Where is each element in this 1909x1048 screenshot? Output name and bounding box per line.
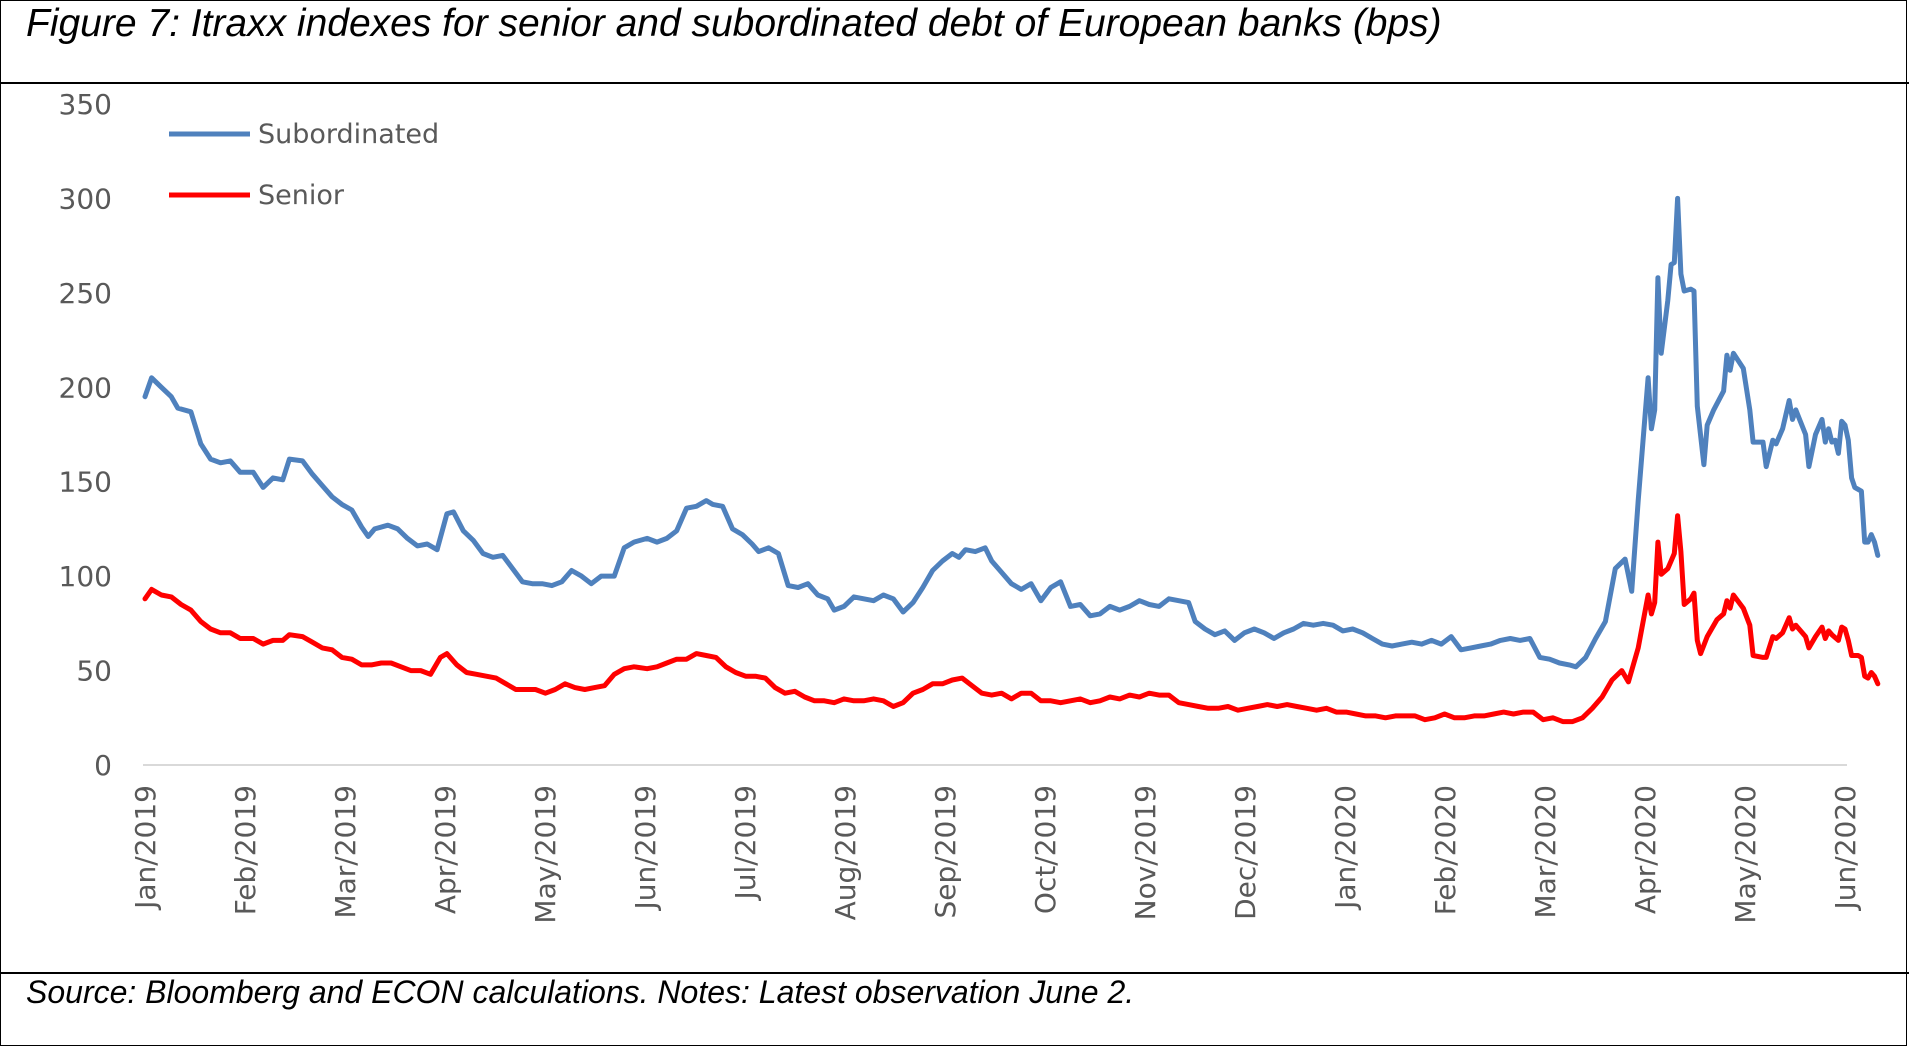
x-tick-label: Apr/2019 [429, 785, 462, 914]
legend-label-senior: Senior [258, 180, 345, 211]
x-tick-label: Jun/2020 [1829, 785, 1862, 911]
line-chart: 0 50 100 150 200 250 300 350 Jan/2019 Feb/2019 Ma… [59, 88, 1881, 924]
y-axis: 0 50 100 150 200 250 300 350 [59, 88, 112, 782]
x-tick-label: Jun/2019 [629, 785, 662, 911]
x-tick-label: Nov/2019 [1129, 785, 1162, 920]
figure-title: Figure 7: Itraxx indexes for senior and … [26, 2, 1442, 45]
title-divider [0, 82, 1909, 84]
x-tick-label: Mar/2019 [329, 785, 362, 919]
legend: Subordinated Senior [169, 119, 439, 211]
x-tick-label: Apr/2020 [1629, 785, 1662, 914]
x-tick-label: May/2020 [1729, 785, 1762, 924]
x-tick-label: Jan/2019 [129, 785, 162, 911]
y-tick-label: 250 [59, 277, 112, 310]
series-layer [142, 195, 1881, 725]
x-tick-label: Sep/2019 [929, 785, 962, 918]
x-tick-label: Oct/2019 [1029, 785, 1062, 914]
y-tick-label: 350 [59, 88, 112, 121]
source-divider [0, 972, 1909, 974]
x-tick-label: Feb/2020 [1429, 785, 1462, 915]
source-note: Source: Bloomberg and ECON calculations.… [26, 974, 1135, 1010]
x-tick-label: Aug/2019 [829, 785, 862, 920]
x-tick-label: Jul/2019 [729, 785, 762, 901]
y-tick-label: 0 [94, 749, 112, 782]
y-tick-label: 50 [76, 655, 112, 688]
legend-label-subordinated: Subordinated [258, 119, 439, 150]
x-tick-label: Mar/2020 [1529, 785, 1562, 919]
x-tick-label: Feb/2019 [229, 785, 262, 915]
x-axis: Jan/2019 Feb/2019 Mar/2019 Apr/2019 May/2019… [129, 764, 1862, 924]
y-tick-label: 200 [59, 371, 112, 404]
series-line-senior [142, 513, 1881, 725]
x-tick-label: Dec/2019 [1229, 785, 1262, 920]
y-tick-label: 300 [59, 182, 112, 215]
y-tick-label: 100 [59, 560, 112, 593]
x-tick-label: Jan/2020 [1329, 785, 1362, 911]
series-line-subordinated [142, 195, 1881, 670]
y-tick-label: 150 [59, 466, 112, 499]
x-tick-label: May/2019 [529, 785, 562, 924]
